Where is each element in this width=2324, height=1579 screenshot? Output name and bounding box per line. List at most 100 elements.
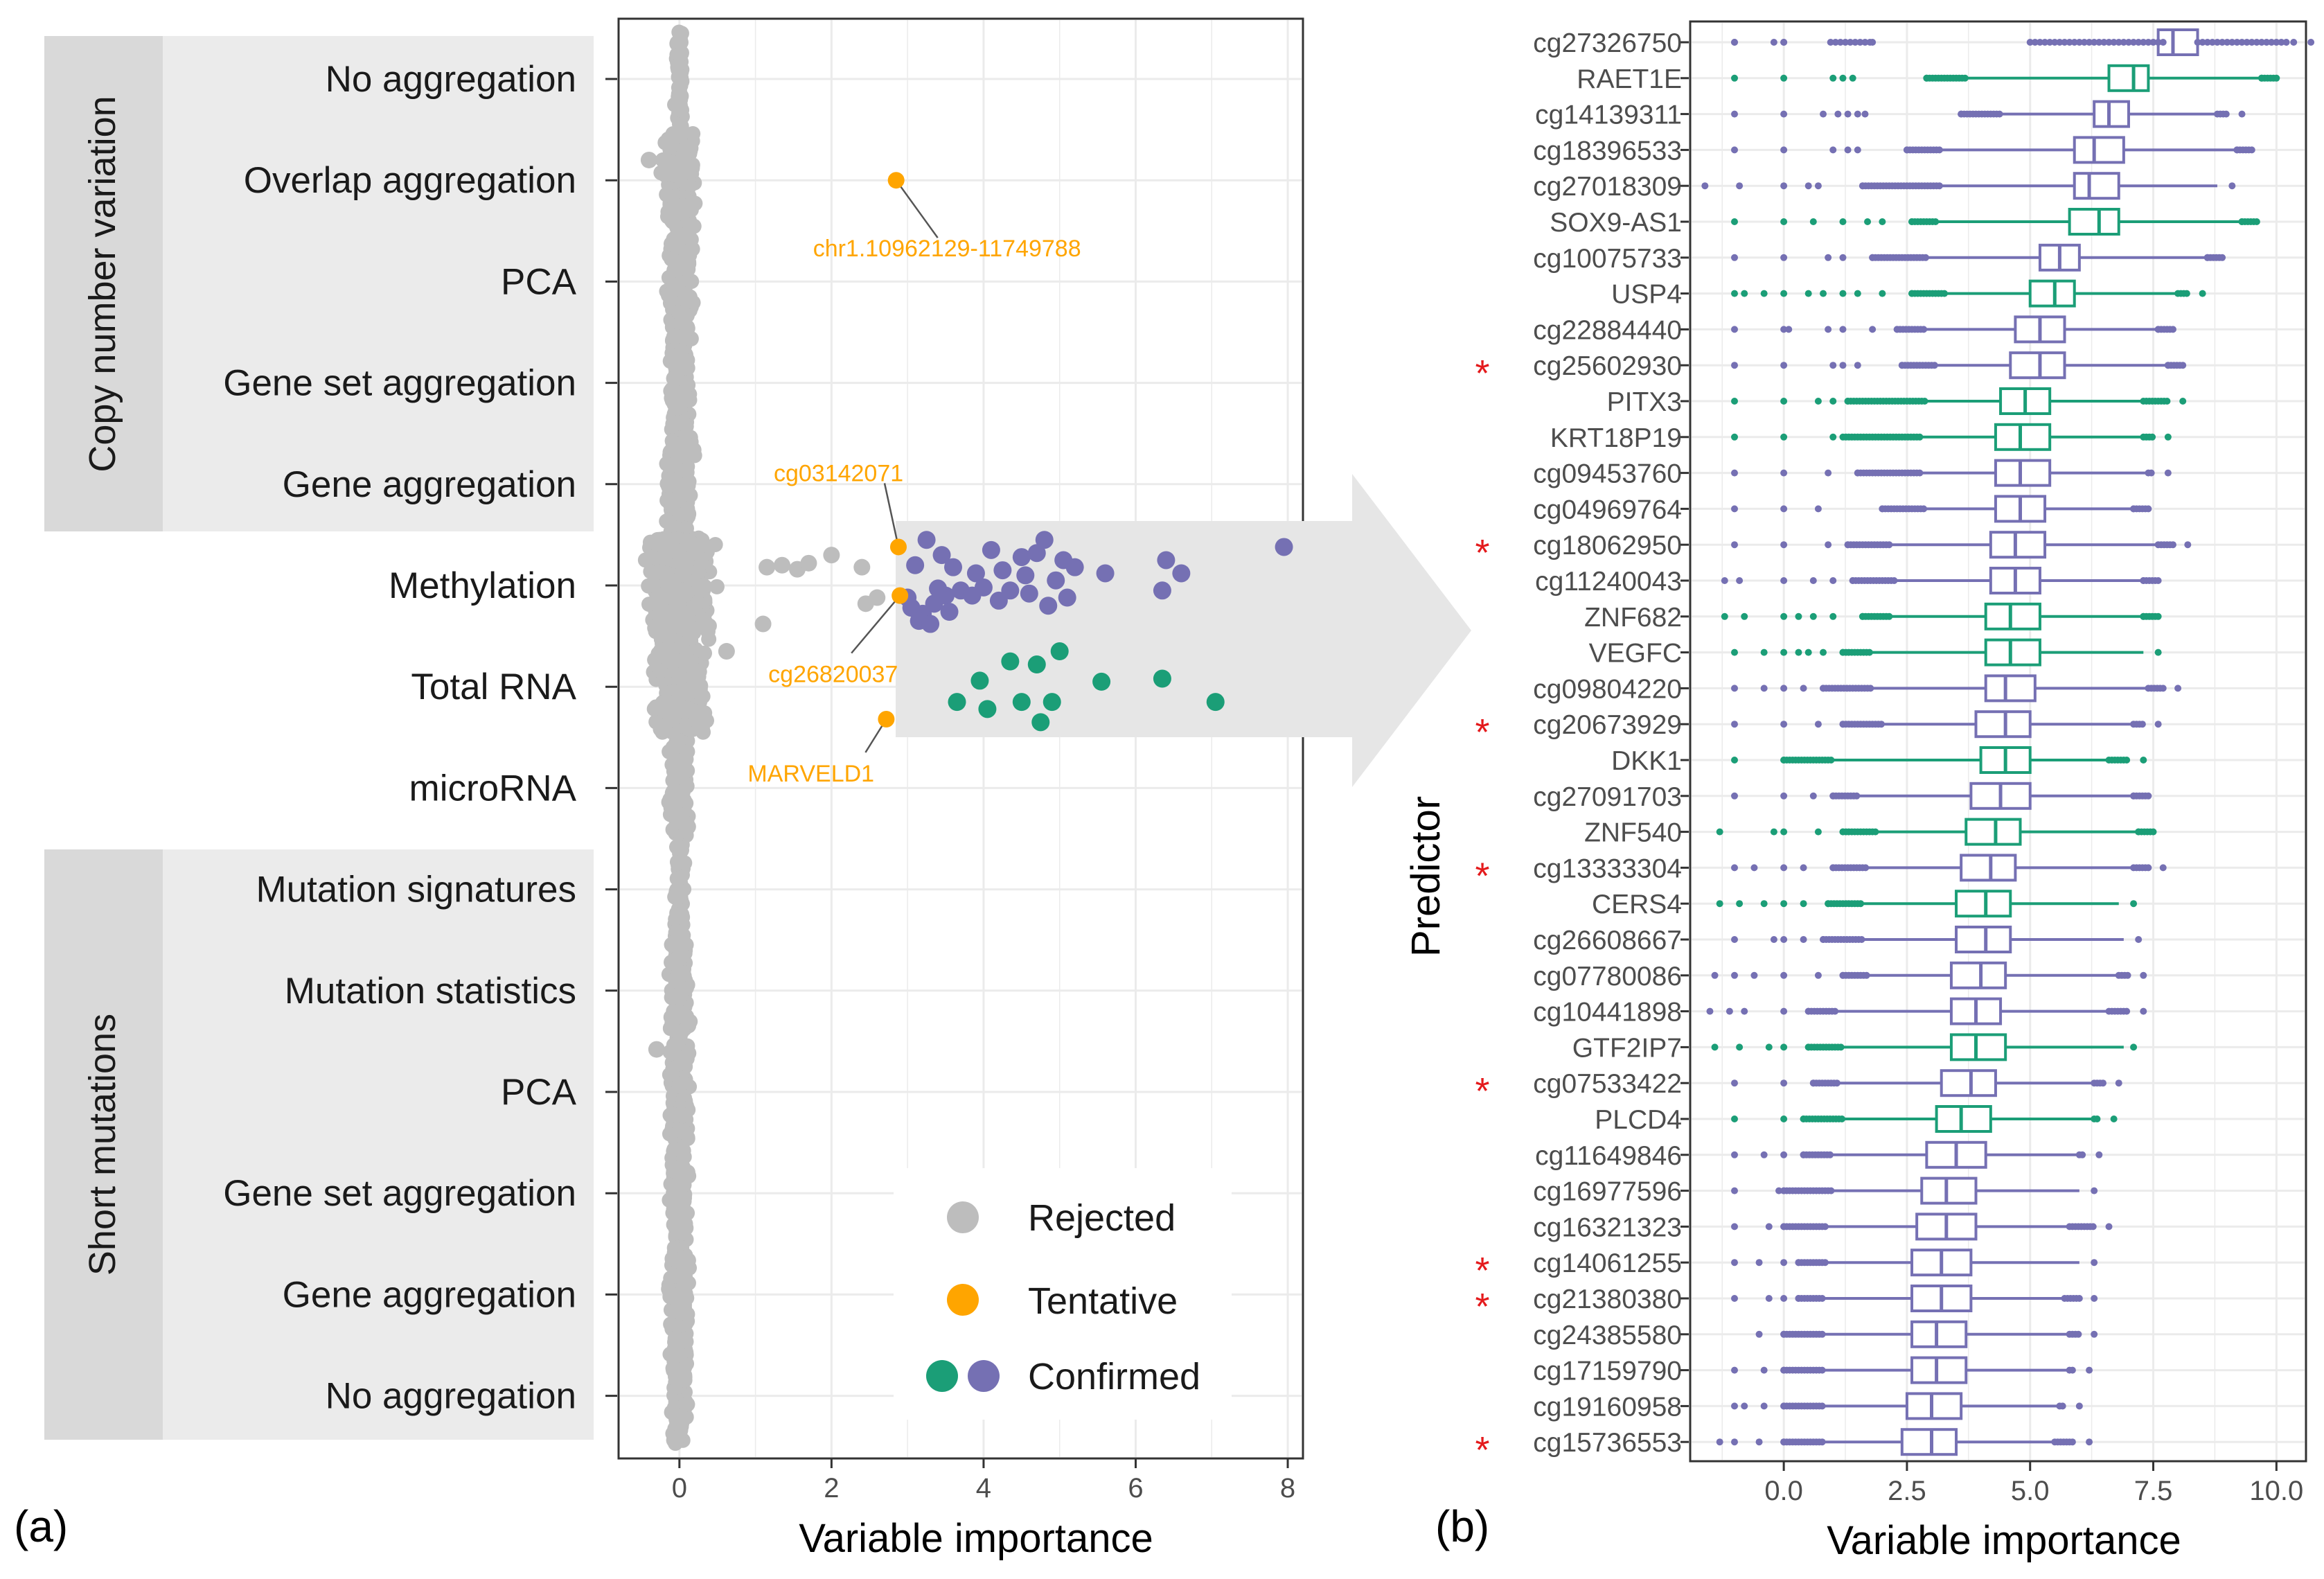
boxplot-box: [1984, 674, 2037, 703]
boxplot-outlier: [2091, 1295, 2098, 1302]
boxplot-outlier: [1800, 900, 1807, 908]
significance-star: *: [1475, 532, 1489, 574]
boxplot-outlier: [2154, 39, 2162, 46]
boxplot-outlier: [2135, 936, 2143, 943]
confirmed-methylation-point: [1001, 581, 1020, 600]
boxplot-outlier: [1825, 469, 1832, 477]
boxplot-cg25602930: [1731, 351, 2187, 380]
boxplot-box: [1935, 1105, 1992, 1133]
boxplot-outlier: [1831, 39, 1839, 46]
predictor-label: cg04969764: [1533, 495, 1682, 524]
boxplot-outlier: [1785, 326, 1793, 333]
predictor-label: cg18062950: [1533, 531, 1682, 561]
boxplot-outlier: [1731, 469, 1739, 477]
boxplot-outlier: [2258, 39, 2265, 46]
rejected-outlier-point: [759, 558, 776, 576]
boxplot-outlier: [1839, 326, 1847, 333]
boxplot-outlier: [1866, 39, 1874, 46]
boxplot-outlier: [1780, 290, 1788, 297]
boxplot-outlier: [1780, 1115, 1788, 1122]
tentative-point: [878, 710, 895, 727]
boxplot-outlier: [1858, 936, 1865, 943]
rejected-point: [673, 314, 689, 330]
boxplot-outlier: [2093, 1115, 2101, 1122]
boxplot-box: [1910, 1320, 1968, 1348]
boxplot-outlier: [1731, 433, 1739, 441]
boxplot-outlier: [1780, 362, 1788, 369]
boxplot-outlier: [1731, 146, 1739, 154]
significance-star: *: [1475, 353, 1489, 394]
boxplot-outlier: [1731, 362, 1739, 369]
boxplot-outlier: [2145, 505, 2152, 513]
rejected-outlier-point: [640, 151, 657, 168]
boxplot-outlier: [1760, 1151, 1768, 1158]
row-label: Gene aggregation: [283, 464, 576, 505]
boxplot-outlier: [1800, 685, 1807, 692]
boxplot-outlier: [2123, 757, 2131, 764]
boxplot-outlier: [2140, 757, 2147, 764]
boxplot-outlier: [1780, 577, 1788, 584]
rejected-point: [642, 534, 658, 550]
boxplot-outlier: [1829, 362, 1837, 369]
boxplot-outlier: [1755, 1259, 1763, 1267]
boxplot-outlier: [1861, 39, 1869, 46]
rejected-point: [680, 743, 695, 759]
predictor-label: KRT18P19: [1550, 423, 1682, 453]
boxplot-outlier: [1780, 39, 1788, 46]
rejected-outlier-point: [823, 547, 840, 564]
x-tick-label: 4: [976, 1473, 991, 1503]
rejected-point: [691, 563, 707, 579]
x-tick-label: 6: [1128, 1473, 1143, 1503]
rejected-point: [666, 371, 682, 387]
boxplot-outlier: [1795, 612, 1802, 620]
boxplot-outlier: [1961, 74, 1969, 82]
boxplot-outlier: [1736, 1043, 1744, 1051]
predictor-label: cg27018309: [1533, 172, 1682, 202]
boxplot-cg14139311: [1731, 100, 2246, 128]
tentative-point: [889, 538, 907, 556]
boxplot-outlier: [1731, 757, 1739, 764]
confirmed-methylation-point: [966, 564, 985, 583]
cnv-strip: [44, 36, 163, 531]
rejected-point: [662, 1021, 678, 1037]
boxplot-outlier: [2056, 39, 2064, 46]
predictor-label: PLCD4: [1595, 1105, 1682, 1135]
boxplot-cg17159790: [1731, 1356, 2093, 1384]
predictor-label: cg11649846: [1535, 1141, 1682, 1171]
boxplot-outlier: [1741, 1007, 1748, 1015]
row-label: PCA: [501, 1072, 577, 1113]
boxplot-outlier: [2224, 39, 2231, 46]
confirmed-rna-point: [1092, 672, 1111, 691]
boxplot-outlier: [2145, 792, 2152, 800]
boxplot-outlier: [1849, 74, 1856, 82]
row-label: Total RNA: [411, 667, 576, 707]
significance-star: *: [1475, 1250, 1489, 1291]
boxplot-outlier: [2154, 612, 2162, 620]
boxplot-outlier: [2222, 110, 2230, 118]
significance-star: *: [1475, 1286, 1489, 1327]
boxplot-outlier: [2273, 74, 2280, 82]
rejected-outlier-point: [869, 589, 886, 606]
boxplot-outlier: [2115, 1079, 2122, 1087]
predictor-label: GTF2IP7: [1572, 1033, 1682, 1063]
confirmed-methylation-point: [940, 603, 959, 621]
boxplot-outlier: [2130, 792, 2138, 800]
rejected-point: [671, 86, 686, 102]
boxplot-outlier: [2154, 649, 2162, 656]
confirmed-methylation-point: [1039, 597, 1058, 615]
row-label: Gene aggregation: [283, 1274, 576, 1315]
boxplot-outlier: [2278, 39, 2285, 46]
confirmed-methylation-point: [917, 531, 936, 549]
boxplot-cg19160958: [1731, 1392, 2083, 1420]
boxplot-outlier: [1760, 1402, 1768, 1410]
boxplot-outlier: [1770, 936, 1777, 943]
boxplot-outlier: [1861, 110, 1869, 118]
boxplot-outlier: [1820, 290, 1827, 297]
predictor-label: SOX9-AS1: [1550, 208, 1682, 238]
tentative-point: [887, 172, 905, 189]
rejected-point: [676, 1193, 692, 1209]
boxplot-outlier: [1775, 1187, 1783, 1194]
boxplot-outlier: [1741, 290, 1748, 297]
boxplot-outlier: [2099, 1079, 2106, 1087]
boxplot-USP4: [1731, 279, 2206, 308]
